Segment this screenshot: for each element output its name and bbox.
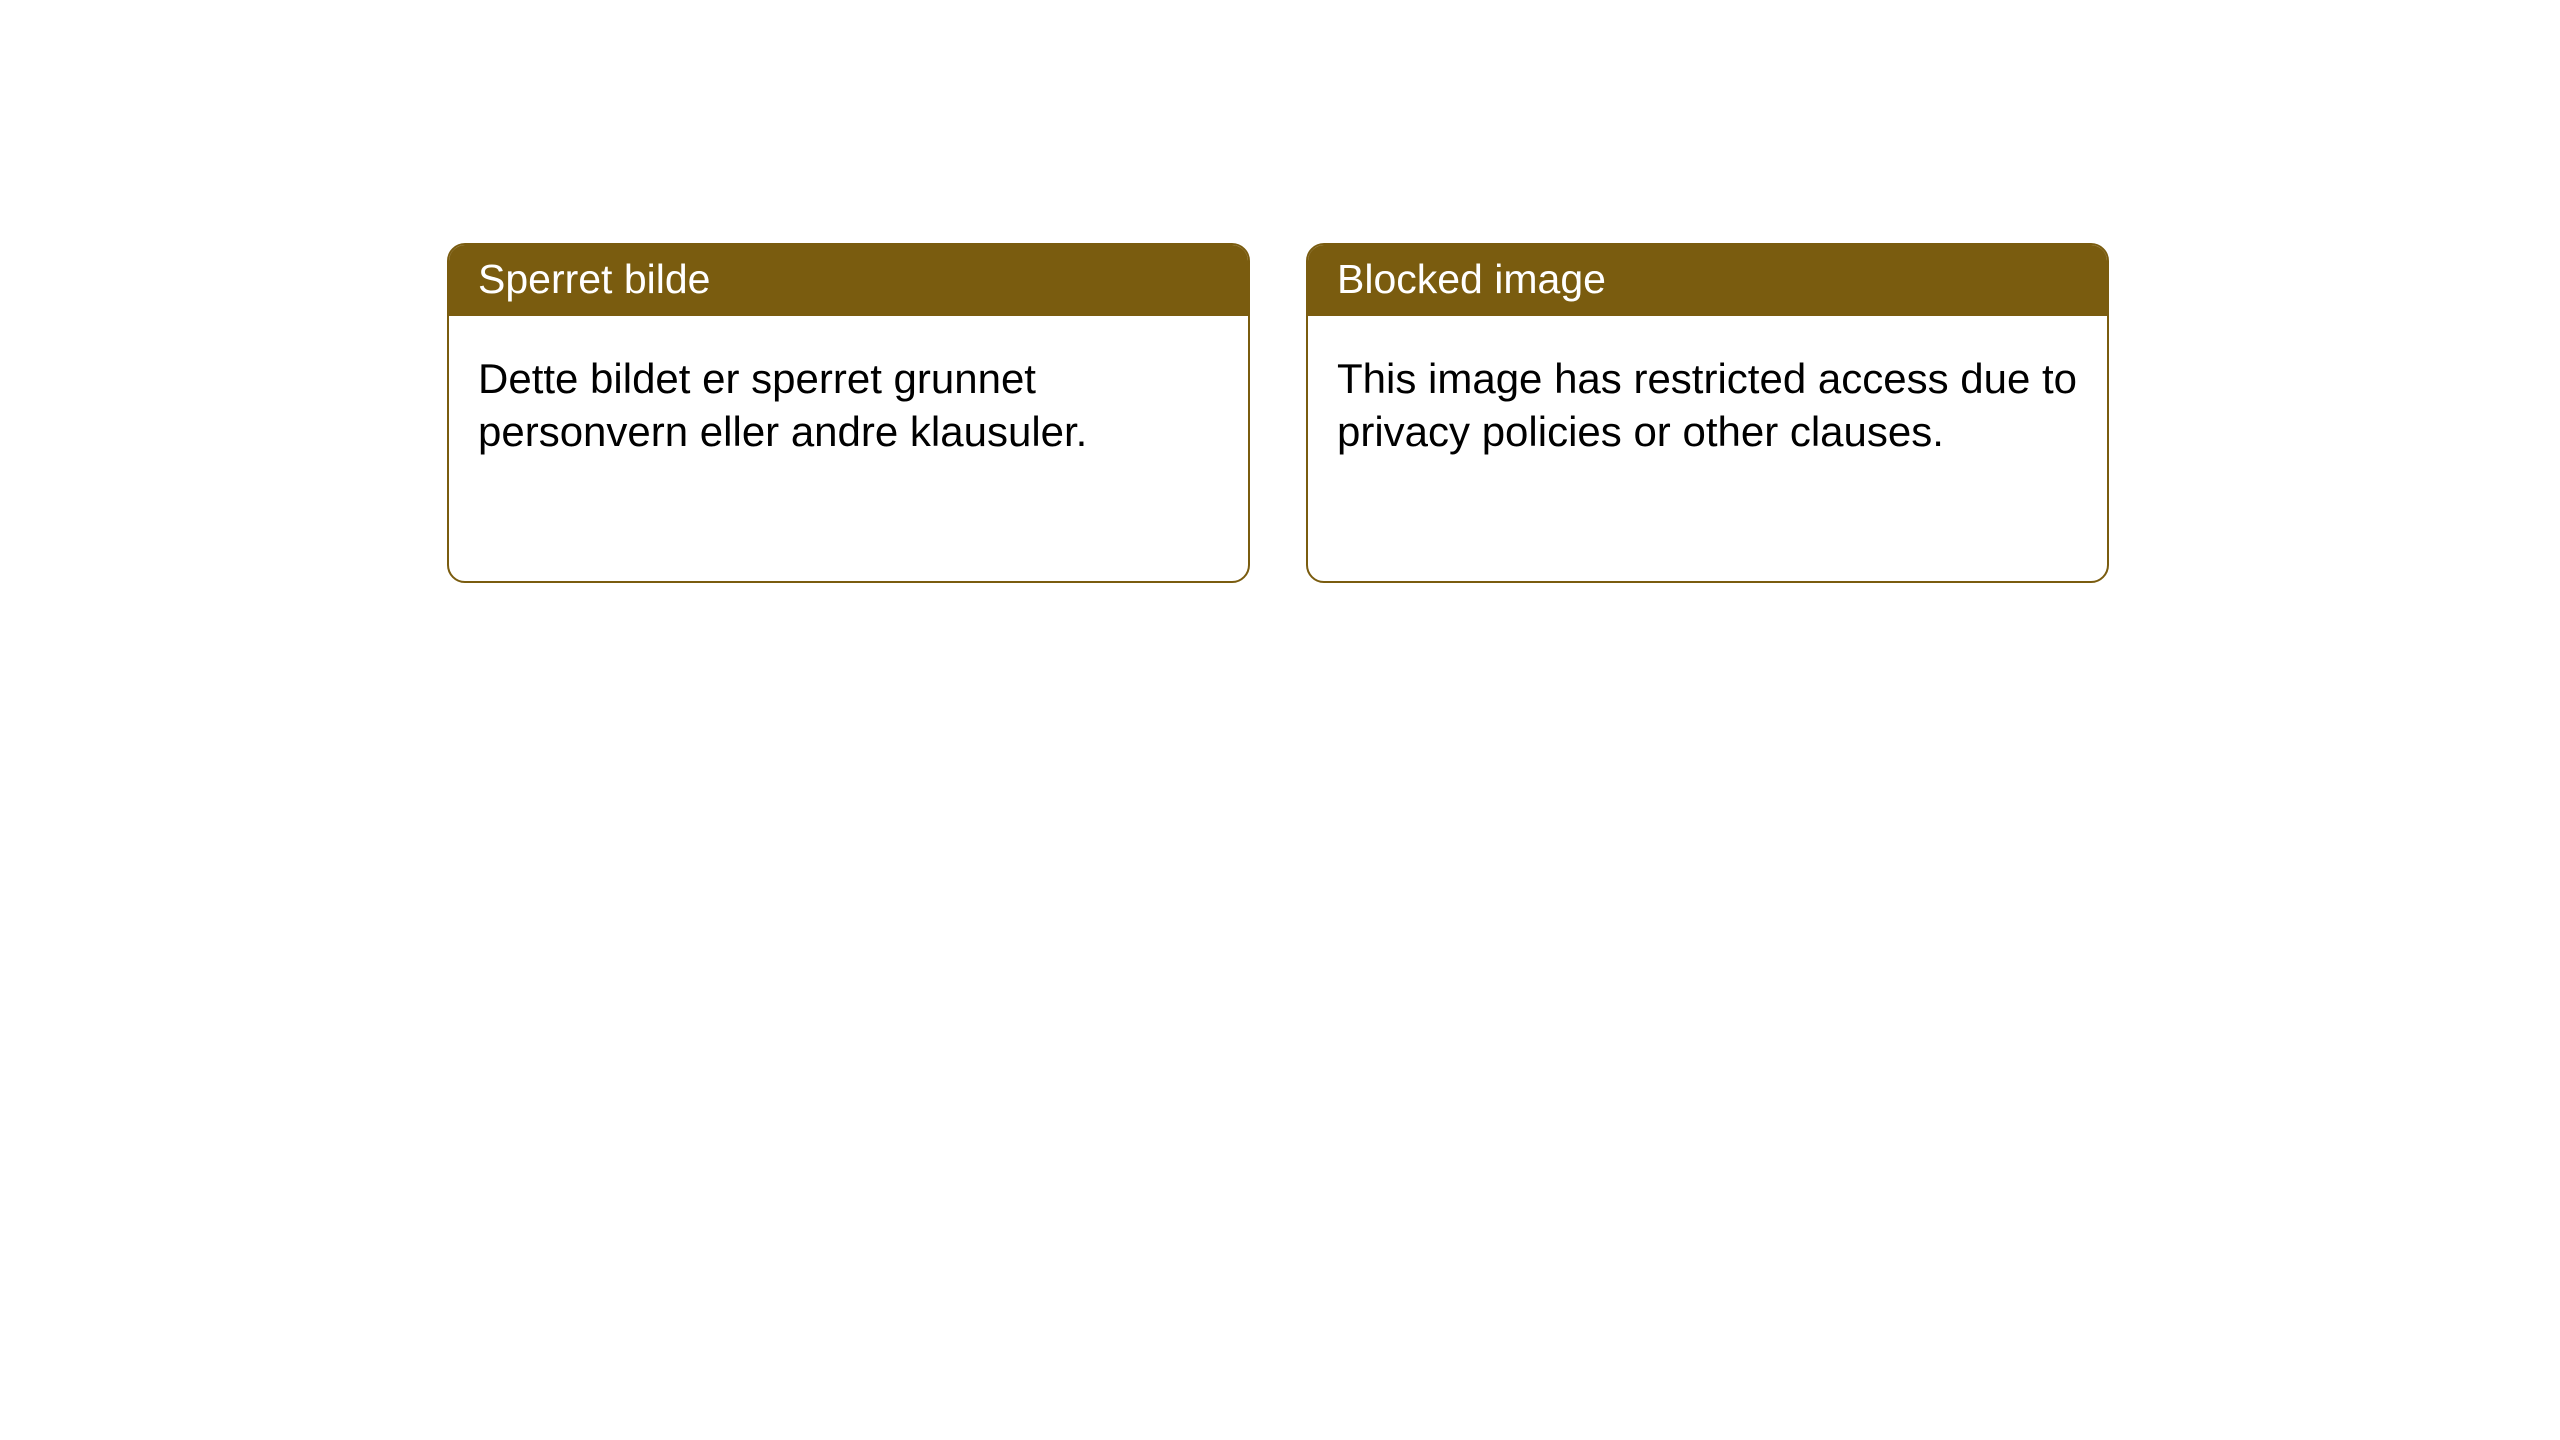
notice-container: Sperret bilde Dette bildet er sperret gr…	[0, 0, 2560, 583]
notice-header-english: Blocked image	[1308, 245, 2107, 316]
notice-box-english: Blocked image This image has restricted …	[1306, 243, 2109, 583]
notice-header-norwegian: Sperret bilde	[449, 245, 1248, 316]
notice-body-english: This image has restricted access due to …	[1308, 316, 2107, 487]
notice-body-norwegian: Dette bildet er sperret grunnet personve…	[449, 316, 1248, 487]
notice-box-norwegian: Sperret bilde Dette bildet er sperret gr…	[447, 243, 1250, 583]
